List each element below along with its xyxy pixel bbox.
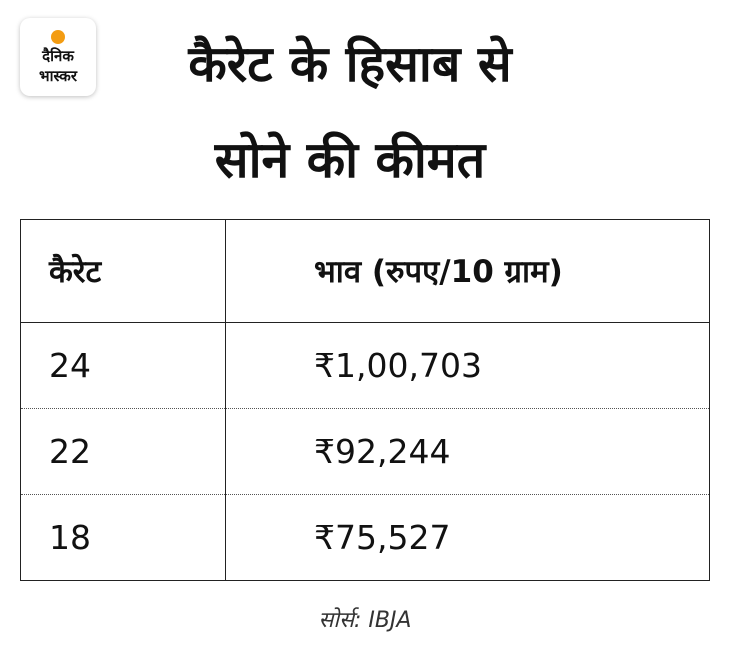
row: 24 ₹1,00,703 <box>20 322 710 409</box>
title: सोने की कीमत <box>214 131 486 189</box>
logo-text: भास्कर <box>39 67 77 85</box>
title: कैरेट के हिसाब से <box>188 35 512 93</box>
logo-sun <box>51 30 65 44</box>
logo: दैनिक भास्कर <box>20 18 96 96</box>
source: सोर्स: IBJA <box>318 608 412 633</box>
cell: 24 <box>20 322 226 409</box>
cell: 18 <box>20 494 226 581</box>
column-header: कैरेट <box>20 219 226 323</box>
cell: 22 <box>20 408 226 495</box>
price-table: कैरेट भाव (रुपए/10 ग्राम) 24 ₹1,00,703 2… <box>20 219 710 581</box>
logo-text: दैनिक <box>42 47 74 65</box>
header-row: कैरेट भाव (रुपए/10 ग्राम) <box>20 219 710 323</box>
row: 18 ₹75,527 <box>20 494 710 581</box>
cell: ₹1,00,703 <box>225 322 710 409</box>
cell: ₹75,527 <box>314 518 451 557</box>
column-header: भाव (रुपए/10 ग्राम) <box>225 219 710 323</box>
row: 22 ₹92,244 <box>20 408 710 495</box>
cell: ₹92,244 <box>225 408 710 495</box>
